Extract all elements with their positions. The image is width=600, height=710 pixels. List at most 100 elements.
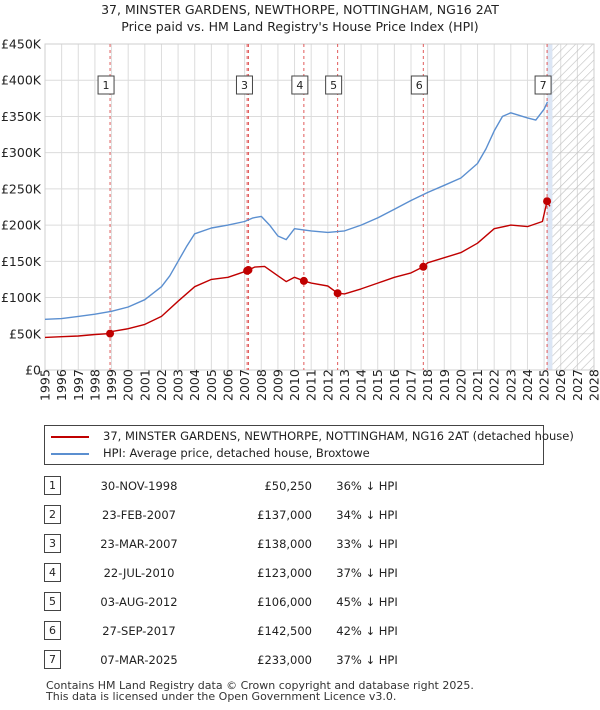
- sale-number: 7: [44, 650, 61, 669]
- x-tick-label: 1998: [87, 369, 102, 401]
- x-tick-label: 2028: [587, 369, 600, 401]
- sale-price: £142,500: [257, 623, 312, 638]
- sale-point-6: [419, 262, 428, 271]
- legend-hpi-label: HPI: Average price, detached house, Brox…: [103, 446, 370, 460]
- sale-date: 30-NOV-1998: [100, 478, 178, 493]
- sale-hpi-diff: 45% ↓ HPI: [336, 594, 398, 609]
- sale-label-1: 1: [103, 79, 110, 92]
- x-tick-label: 2017: [404, 369, 419, 401]
- x-tick-label: 2008: [254, 369, 269, 401]
- legend-hpi-swatch: [51, 452, 89, 455]
- sale-price: £50,250: [264, 478, 312, 493]
- footer: Contains HM Land Registry data © Crown c…: [46, 680, 474, 702]
- x-tick-label: 2026: [553, 369, 568, 401]
- sale-number: 5: [44, 592, 61, 611]
- x-tick-label: 2010: [287, 369, 302, 401]
- sale-number: 6: [44, 621, 61, 640]
- sale-label-box-6: [410, 75, 428, 95]
- y-tick-label: £400K: [1, 73, 42, 88]
- footer-line2: This data is licensed under the Open Gov…: [46, 690, 397, 703]
- x-tick-label: 2007: [237, 369, 252, 401]
- x-tick-label: 2027: [570, 369, 585, 401]
- legend: 37, MINSTER GARDENS, NEWTHORPE, NOTTINGH…: [44, 425, 574, 465]
- y-tick-label: £300K: [1, 145, 42, 160]
- future-hatch-region: [552, 44, 594, 370]
- x-tick-label: 2005: [204, 369, 219, 401]
- x-tick-label: 2004: [187, 369, 202, 401]
- x-tick-label: 2006: [221, 369, 236, 401]
- sale-hpi-diff: 37% ↓ HPI: [336, 565, 398, 580]
- hpi-series-line: [44, 101, 549, 320]
- sale-hpi-diff: 34% ↓ HPI: [336, 507, 398, 522]
- x-tick-label: 2013: [337, 369, 352, 401]
- y-tick-label: £450K: [1, 37, 42, 52]
- y-tick-label: £200K: [1, 218, 42, 233]
- table-row: 7 07-MAR-2025 £233,000 37% ↓ HPI: [44, 645, 422, 674]
- x-tick-label: 1995: [38, 369, 53, 401]
- legend-property-swatch: [51, 435, 89, 438]
- sale-date: 27-SEP-2017: [102, 623, 176, 638]
- sale-point-7: [543, 197, 552, 206]
- price-chart: £0 £50K £100K £150K £200K £250K £300K £350K £400…: [1, 37, 600, 402]
- sale-label-box-3: [235, 75, 253, 95]
- sale-price: £233,000: [257, 652, 312, 667]
- sale-point-5: [333, 289, 342, 298]
- x-tick-label: 2020: [453, 369, 468, 401]
- plot-area: [45, 44, 594, 370]
- x-tick-label: 2014: [354, 369, 369, 401]
- sale-date: 23-FEB-2007: [102, 507, 176, 522]
- footer-line1: Contains HM Land Registry data © Crown c…: [46, 679, 474, 692]
- sale-hpi-diff: 36% ↓ HPI: [336, 478, 398, 493]
- y-tick-label: £50K: [9, 326, 42, 341]
- sale-date: 07-MAR-2025: [100, 652, 178, 667]
- legend-property: 37, MINSTER GARDENS, NEWTHORPE, NOTTINGH…: [51, 428, 574, 444]
- property-series-line: [44, 200, 551, 339]
- legend-property-label: 37, MINSTER GARDENS, NEWTHORPE, NOTTINGH…: [103, 429, 574, 443]
- sale-point-1: [106, 329, 115, 338]
- sale-label-box-4: [291, 75, 309, 95]
- sale-label-4: 4: [296, 79, 303, 92]
- sale-point-4: [299, 276, 308, 285]
- chart-title-line1: 37, MINSTER GARDENS, NEWTHORPE, NOTTINGH…: [101, 2, 499, 17]
- y-tick-label: £0: [25, 363, 41, 378]
- sale-hpi-diff: 33% ↓ HPI: [336, 536, 398, 551]
- sale-number: 3: [44, 534, 61, 553]
- sale-label-box-1: [97, 75, 115, 95]
- x-tick-label: 2003: [171, 369, 186, 401]
- sale-number: 1: [44, 476, 61, 495]
- sale-label-5: 5: [330, 79, 337, 92]
- sale-label-box-7: [534, 75, 552, 95]
- sale-price: £138,000: [257, 536, 312, 551]
- sale-date: 03-AUG-2012: [100, 594, 178, 609]
- chart-title: 37, MINSTER GARDENS, NEWTHORPE, NOTTINGH…: [0, 1, 600, 35]
- table-row: 6 27-SEP-2017 £142,500 42% ↓ HPI: [44, 616, 422, 645]
- chart-title-line2: Price paid vs. HM Land Registry's House …: [121, 19, 479, 34]
- sale-label-7: 7: [540, 79, 547, 92]
- legend-hpi: HPI: Average price, detached house, Brox…: [51, 445, 370, 461]
- sale-date: 22-JUL-2010: [103, 565, 175, 580]
- x-tick-label: 1996: [54, 369, 69, 401]
- x-tick-label: 2015: [370, 369, 385, 401]
- y-tick-label: £250K: [1, 181, 42, 196]
- plot-border: [44, 43, 595, 371]
- x-tick-label: 2001: [137, 369, 152, 401]
- y-tick-label: £150K: [1, 254, 42, 269]
- table-row: 3 23-MAR-2007 £138,000 33% ↓ HPI: [44, 529, 422, 558]
- sale-price: £137,000: [257, 507, 312, 522]
- table-row: 5 03-AUG-2012 £106,000 45% ↓ HPI: [44, 587, 422, 616]
- x-tick-label: 2019: [437, 369, 452, 401]
- x-tick-label: 2021: [470, 369, 485, 401]
- sale-point-3: [244, 266, 253, 275]
- x-tick-label: 1997: [71, 369, 86, 401]
- sales-table: 1 30-NOV-1998 £50,250 36% ↓ HPI 2 23-FEB…: [44, 471, 422, 674]
- x-tick-label: 1999: [104, 369, 119, 401]
- table-row: 2 23-FEB-2007 £137,000 34% ↓ HPI: [44, 500, 422, 529]
- y-tick-label: £350K: [1, 109, 42, 124]
- sale-label-3: 3: [241, 79, 248, 92]
- sale-date: 23-MAR-2007: [100, 536, 178, 551]
- sale-number: 4: [44, 563, 61, 582]
- table-row: 1 30-NOV-1998 £50,250 36% ↓ HPI: [44, 471, 422, 500]
- sale-price: £123,000: [257, 565, 312, 580]
- x-tick-label: 2009: [270, 369, 285, 401]
- sale-price: £106,000: [257, 594, 312, 609]
